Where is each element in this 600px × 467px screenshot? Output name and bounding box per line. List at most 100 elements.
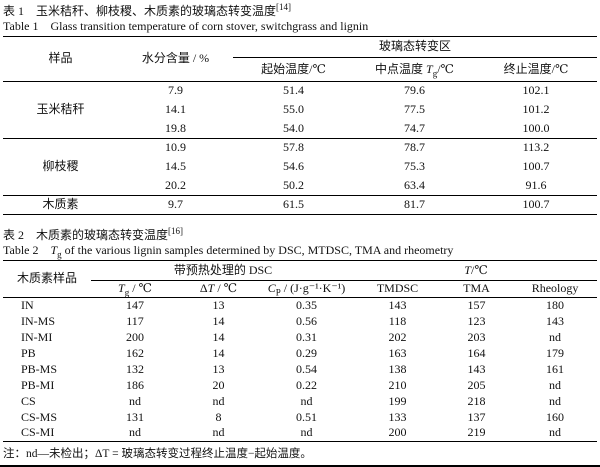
table-row: PB 162 14 0.29 163 164 179 (3, 346, 597, 362)
table-cell: 161 (546, 361, 565, 376)
table-cell: 8 (215, 409, 222, 424)
table-row: IN-MS 117 14 0.56 118 123 143 (3, 314, 597, 330)
table-cell: 113.2 (475, 138, 598, 158)
table-cell: 100.7 (522, 159, 550, 174)
table-cell: 199 (388, 393, 407, 408)
table-cell: 102.1 (522, 83, 550, 98)
t-unit: /℃ (470, 262, 488, 277)
sample-name: PB (21, 345, 36, 360)
tg-unit: / ℃ (129, 281, 152, 296)
table-row: IN-MI 200 14 0.31 202 203 nd (3, 330, 597, 346)
table-cell: 50.2 (283, 177, 304, 192)
table-cell: 14.1 (165, 102, 186, 117)
table-cell: 203 (467, 329, 486, 344)
table-cell: 79.6 (404, 83, 425, 98)
sample-name: IN-MI (21, 329, 53, 344)
table-row: CS-MI nd nd nd 200 219 nd (3, 426, 597, 442)
table-cell: 100.0 (522, 120, 550, 135)
table-cell: nd (129, 425, 141, 440)
table-row: 玉米秸秆 7.9 51.4 79.6 102.1 (3, 82, 597, 116)
table-cell: 117 (126, 313, 144, 328)
table-cell: nd (549, 377, 562, 392)
table-cell: 138 (388, 361, 407, 376)
table-cell: 132 (126, 361, 144, 376)
table-cell: 0.22 (296, 377, 317, 392)
table2-caption-zh-text: 表 2 木质素的玻璃态转变温度 (3, 228, 169, 242)
table-row: CS-MS 131 8 0.51 133 137 160 (3, 410, 597, 426)
table-cell: 101.2 (522, 102, 550, 117)
table-cell: nd (549, 393, 562, 408)
table-cell: nd (212, 425, 225, 440)
table2-header-tma: TMA (440, 280, 514, 298)
table1-header-onset: 起始温度/℃ (233, 57, 354, 82)
sample-name: PB-MI (21, 377, 55, 392)
table-cell: nd (300, 393, 313, 408)
table-cell: 143 (467, 361, 486, 376)
table-cell: 0.31 (296, 329, 317, 344)
table1-citation-ref: [14] (276, 2, 292, 12)
table-cell: 162 (126, 345, 144, 360)
table-cell: 63.4 (404, 177, 425, 192)
table-cell: 20 (212, 377, 225, 392)
table1: 样品 水分含量 / % 玻璃态转变区 起始温度/℃ 中点温度 Tg/℃ 终止温度… (3, 36, 598, 215)
table-cell: 164 (467, 345, 486, 360)
table-cell: 0.51 (296, 409, 317, 424)
table-cell: 143 (388, 297, 407, 312)
table-cell: 74.7 (404, 120, 425, 135)
table2-caption-en-post: of the various lignin samples determined… (61, 243, 454, 257)
table2-caption-zh: 表 2 木质素的玻璃态转变温度[16] (3, 227, 597, 243)
table-cell: 131 (126, 409, 144, 424)
table-row: PB-MI 186 20 0.22 210 205 nd (3, 378, 597, 394)
table-cell: 133 (388, 409, 407, 424)
table-cell: 163 (388, 345, 407, 360)
table-cell: 14 (212, 329, 225, 344)
tg-symbol: T (118, 281, 125, 296)
table-cell: 14 (212, 313, 225, 328)
table-row: 14.1 55.0 77.5 101.2 (3, 101, 597, 120)
table1-caption-en: Table 1 Glass transition temperature of … (3, 19, 369, 33)
table-row: IN 147 13 0.35 143 157 180 (3, 298, 597, 314)
cp-symbol: C (267, 281, 276, 296)
table-cell: 218 (467, 393, 486, 408)
table-cell: 13 (212, 361, 225, 376)
table2-header-t-group: T/℃ (355, 260, 598, 281)
table-row: PB-MS 132 13 0.54 138 143 161 (3, 362, 597, 378)
table-cell: 0.29 (296, 345, 317, 360)
table-cell: 10.9 (118, 138, 233, 158)
table1-sub-header-row: 起始温度/℃ 中点温度 Tg/℃ 终止温度/℃ (3, 57, 598, 82)
table-cell: 9.7 (118, 195, 233, 215)
table-cell: nd (212, 393, 225, 408)
table1-header-sample: 样品 (3, 36, 118, 82)
table-cell: 0.56 (296, 313, 317, 328)
table-cell: 54.0 (283, 120, 304, 135)
table2-footnote: 注：nd—未检出；ΔT = 玻璃态转变过程终止温度−起始温度。 (3, 448, 312, 460)
table-cell: 78.7 (354, 138, 475, 158)
table-cell: 123 (467, 313, 486, 328)
table1-header-transition-zone: 玻璃态转变区 (233, 36, 598, 58)
sample-name: 柳枝稷 (3, 138, 118, 196)
table2-header-sample: 木质素样品 (3, 260, 91, 298)
table-row: 柳枝稷 10.9 57.8 78.7 113.2 (3, 138, 598, 196)
table-cell: 7.9 (168, 83, 183, 98)
dt-unit: / ℃ (214, 281, 238, 296)
table-cell: 14.5 (165, 159, 186, 174)
sample-name: CS (21, 393, 36, 408)
sample-name: CS-MI (21, 425, 55, 440)
table2-header-dt: ΔT / ℃ (179, 280, 258, 298)
table-cell: nd (549, 425, 562, 440)
table1-caption-zh: 表 1 玉米秸秆、柳枝稷、木质素的玻璃态转变温度[14] (3, 2, 597, 19)
table-cell: nd (129, 393, 141, 408)
table-cell: nd (300, 425, 313, 440)
table-cell: 100.7 (475, 195, 598, 215)
table-cell: 91.6 (525, 177, 547, 192)
table2-header-tg: Tg / ℃ (91, 280, 179, 298)
table-cell: 75.3 (404, 159, 425, 174)
table2-header-tmdsc: TMDSC (355, 280, 441, 298)
sample-name: 木质素 (3, 195, 118, 215)
table-cell: 147 (126, 297, 144, 312)
table-cell: 13 (212, 297, 225, 312)
table-cell: 160 (546, 409, 565, 424)
table-cell: 200 (388, 425, 407, 440)
tg-symbol: T (426, 61, 433, 76)
